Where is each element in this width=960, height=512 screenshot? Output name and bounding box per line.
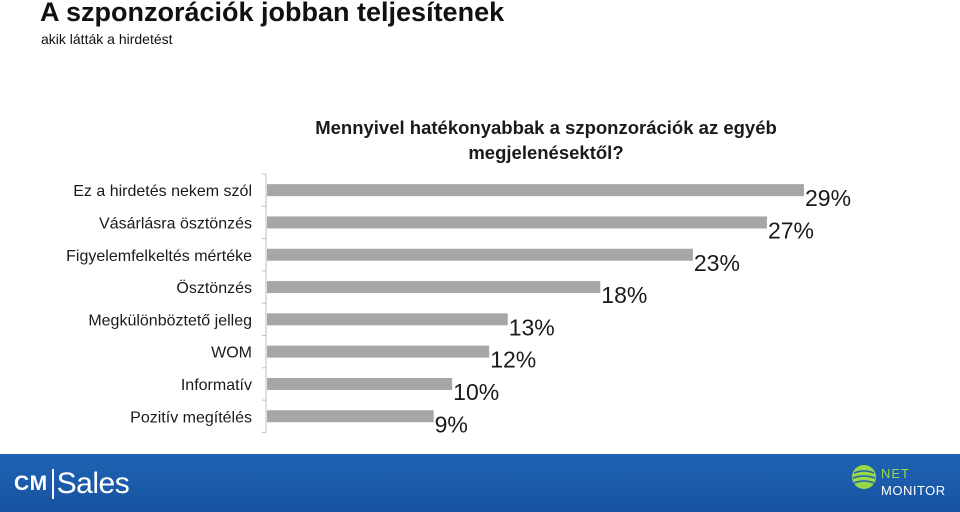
category-label: Figyelemfelkeltés mértéke bbox=[66, 248, 252, 265]
bar bbox=[267, 345, 490, 358]
category-label: Ez a hirdetés nekem szól bbox=[73, 183, 252, 200]
bar bbox=[267, 216, 767, 229]
footer-bar: CM Sales NET MONITOR bbox=[0, 454, 960, 512]
bar bbox=[267, 281, 601, 294]
value-label: 13% bbox=[509, 314, 555, 340]
bar bbox=[267, 248, 693, 261]
cmsales-logo-sales: Sales bbox=[56, 467, 130, 500]
bars bbox=[267, 184, 804, 423]
category-label: Megkülönböztető jelleg bbox=[88, 312, 252, 329]
category-label: WOM bbox=[211, 345, 252, 362]
value-labels: 29% 27% 23% 18% 13% 12% 10% 9% bbox=[435, 185, 851, 437]
axis-ticks bbox=[262, 173, 266, 433]
value-label: 18% bbox=[601, 282, 647, 308]
netmonitor-logo-monitor: MONITOR bbox=[881, 483, 946, 498]
netmonitor-logo: NET MONITOR bbox=[851, 460, 955, 506]
bar-chart: Ez a hirdetés nekem szól Vásárlásra ösztö… bbox=[66, 173, 851, 437]
category-label: Pozitív megítélés bbox=[130, 409, 252, 426]
category-label: Informatív bbox=[181, 377, 252, 394]
chart-title: Mennyivel hatékonyabbak a szponzorációk … bbox=[315, 117, 777, 163]
value-label: 9% bbox=[435, 411, 468, 437]
logo-divider bbox=[51, 469, 54, 499]
page-title: A szponzorációk jobban teljesítenek bbox=[40, 0, 505, 27]
bar bbox=[267, 313, 508, 326]
value-label: 29% bbox=[805, 185, 851, 211]
cmsales-logo-cm: CM bbox=[14, 472, 48, 495]
bar bbox=[267, 184, 804, 197]
bar bbox=[267, 377, 453, 390]
netmonitor-globe-icon bbox=[852, 465, 876, 489]
category-label: Vásárlásra ösztönzés bbox=[99, 215, 252, 232]
value-label: 27% bbox=[768, 217, 814, 243]
category-label: Ösztönzés bbox=[176, 279, 252, 297]
netmonitor-logo-net: NET bbox=[881, 466, 910, 481]
cmsales-logo: CM Sales bbox=[14, 467, 130, 501]
category-labels: Ez a hirdetés nekem szól Vásárlásra ösztö… bbox=[66, 183, 252, 426]
bar bbox=[267, 410, 434, 423]
value-label: 23% bbox=[694, 250, 740, 276]
value-label: 10% bbox=[453, 379, 499, 405]
value-label: 12% bbox=[490, 347, 536, 373]
page-subtitle: akik látták a hirdetést bbox=[41, 31, 173, 47]
